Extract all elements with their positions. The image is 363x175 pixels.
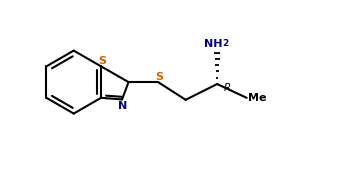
Text: N: N — [118, 101, 128, 111]
Text: S: S — [98, 56, 106, 66]
Text: Me: Me — [248, 93, 267, 103]
Text: R: R — [223, 83, 231, 93]
Text: NH: NH — [204, 39, 223, 49]
Text: 2: 2 — [222, 39, 228, 48]
Text: S: S — [155, 72, 163, 82]
